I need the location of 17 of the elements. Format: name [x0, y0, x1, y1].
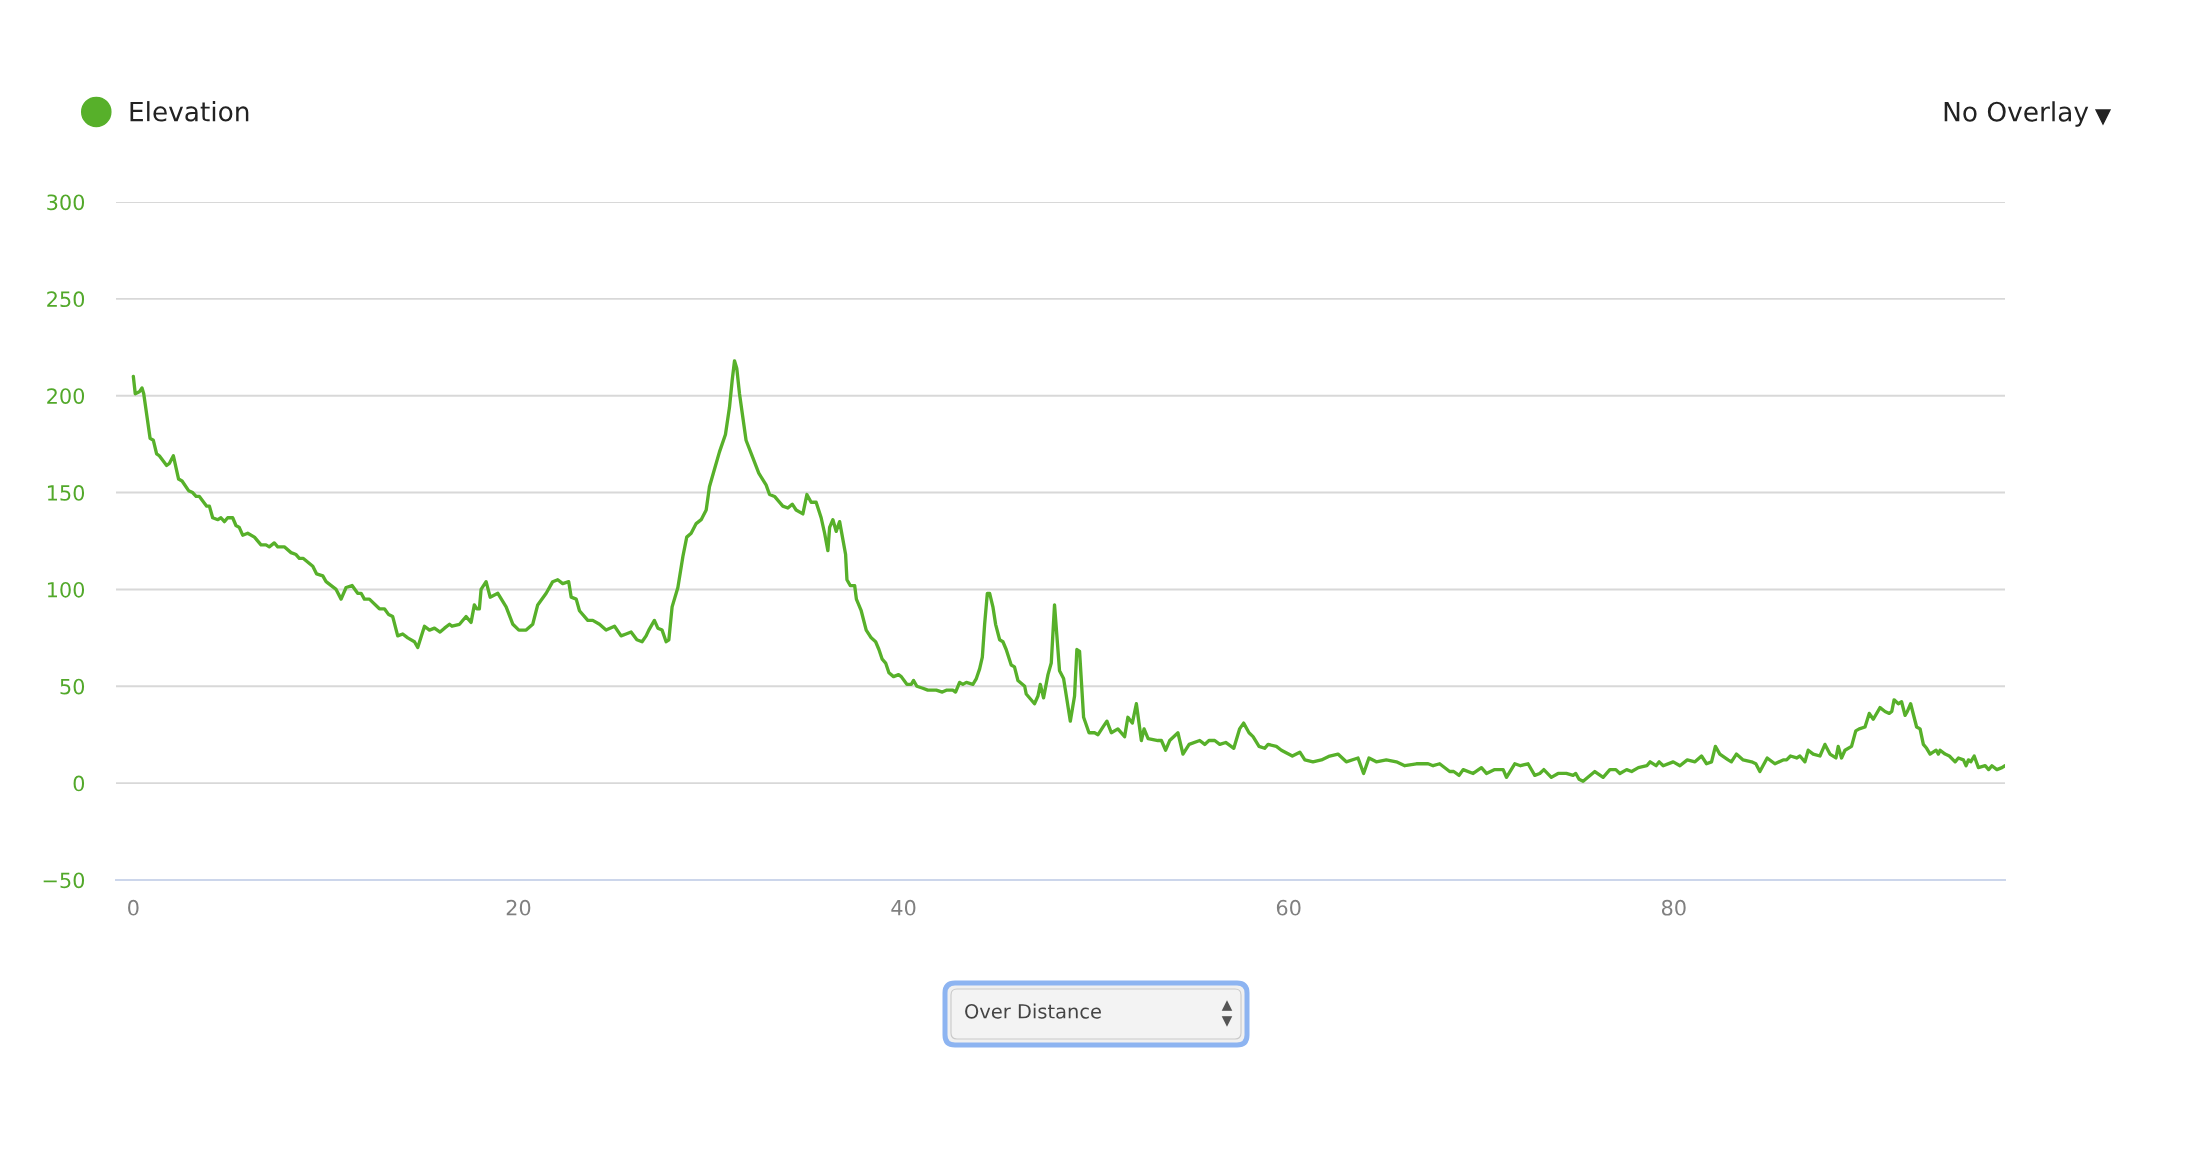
line-series: [131, 359, 2005, 783]
x-tick-label: 0: [128, 899, 139, 916]
y-tick-label: 100: [47, 581, 85, 598]
text: Over Distance: [965, 1003, 1101, 1019]
y-tick-label: 0: [73, 775, 85, 792]
y-tick-label: 250: [47, 291, 85, 308]
y-tick-label: −50: [43, 872, 85, 889]
text: No Overlay: [1944, 101, 2089, 127]
x-tick-label: 20: [506, 899, 531, 916]
y-tick-label: 50: [60, 678, 85, 695]
y-tick-label: 200: [47, 388, 85, 404]
x-tick-label: 80: [1661, 899, 1686, 916]
x-tick-label: 60: [1276, 899, 1301, 916]
y-tick-label: 300: [47, 194, 85, 211]
legend-label: Elevation: [130, 101, 249, 122]
y-tick-label: 150: [47, 485, 85, 501]
x-tick-label: 40: [891, 899, 916, 916]
